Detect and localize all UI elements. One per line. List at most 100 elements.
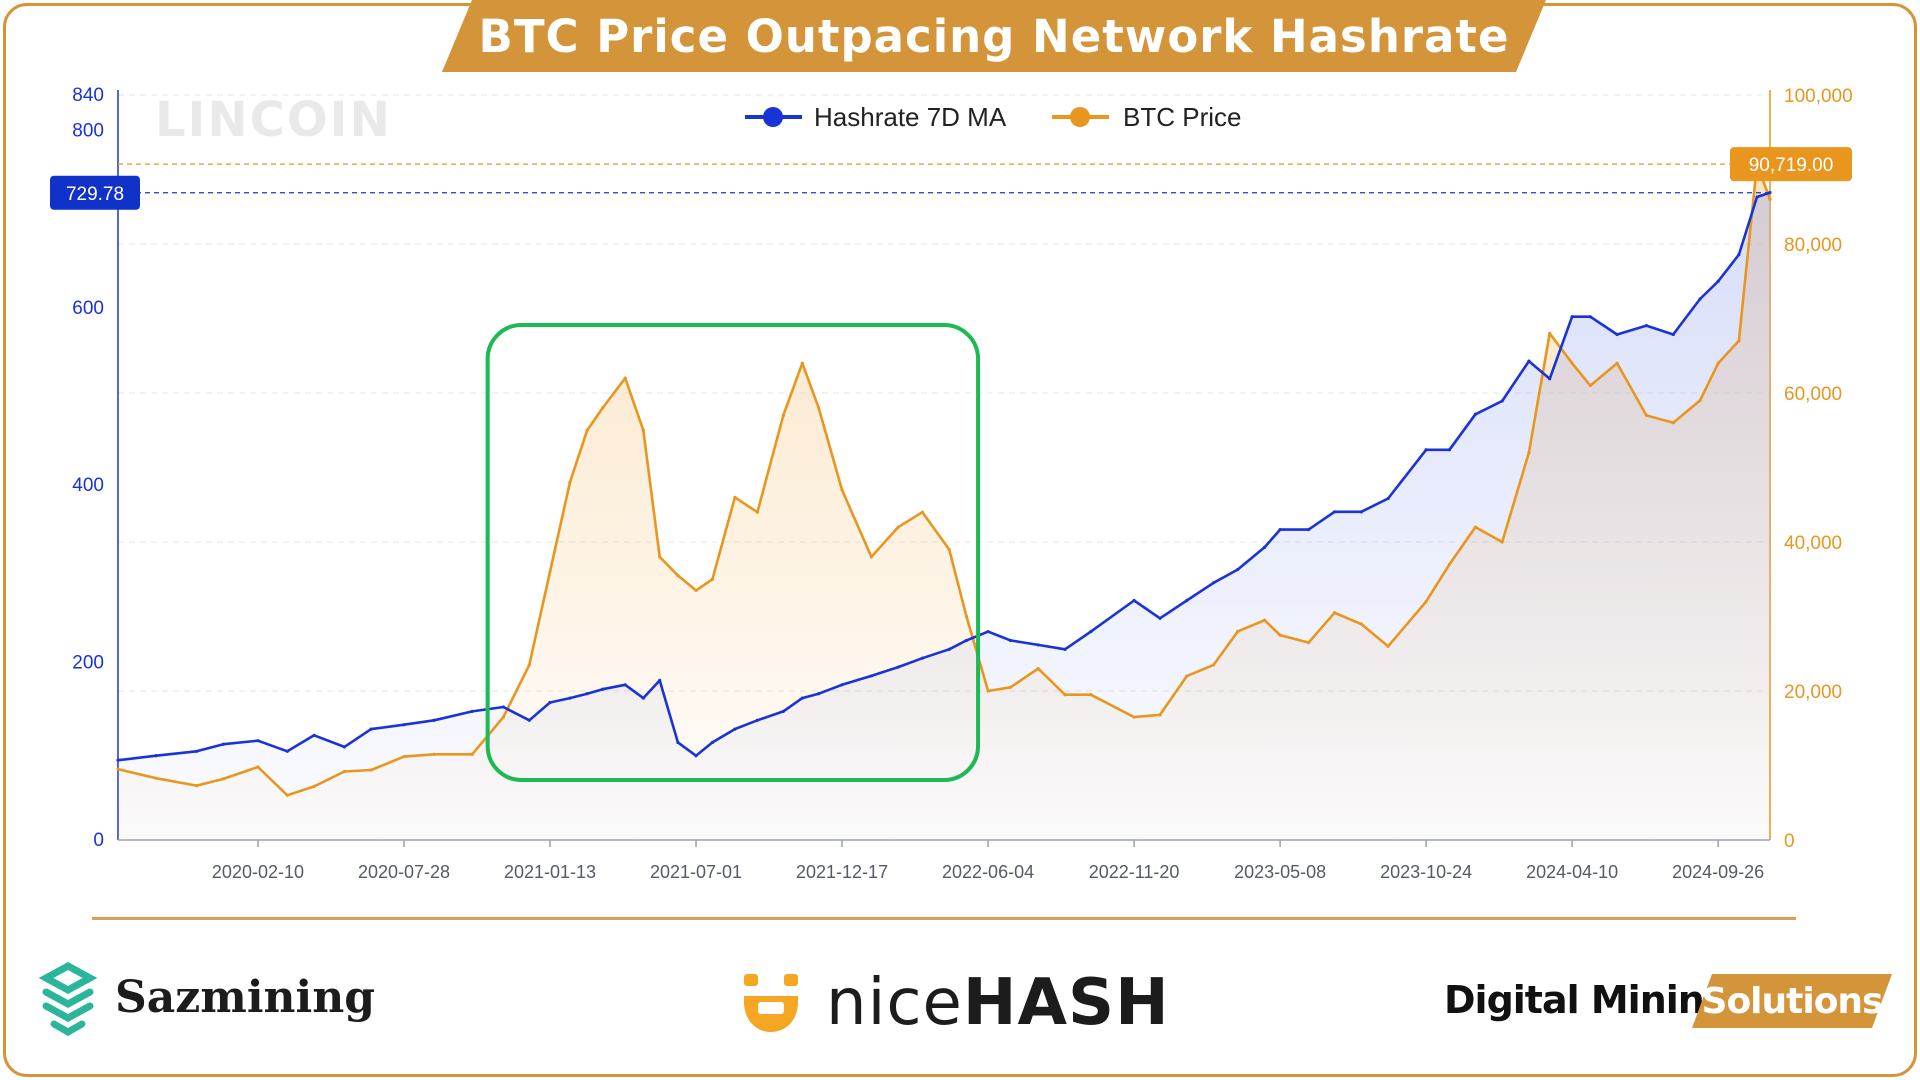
hashrate-point — [1158, 616, 1162, 620]
sazmining-logo-icon — [38, 962, 98, 1037]
btc-price-point — [947, 547, 951, 552]
hashrate-point — [195, 749, 199, 753]
btc-price-point — [1211, 663, 1216, 667]
hashrate-point — [1737, 253, 1741, 257]
btc-price-point — [800, 361, 804, 365]
nicehash-logo-text: niceHASH — [826, 966, 1170, 1040]
hashrate-point — [869, 674, 874, 678]
btc-price-point — [1447, 562, 1452, 566]
hashrate-point — [1570, 315, 1574, 319]
hashrate-point — [986, 629, 990, 634]
btc-price-point — [623, 376, 627, 380]
hashrate-point — [1424, 448, 1428, 452]
left-tick-label: 600 — [72, 298, 104, 319]
hashrate-point — [817, 692, 821, 696]
hashrate-point — [947, 647, 951, 651]
btc-price-point — [1768, 197, 1772, 201]
x-tick-label: 2020-07-28 — [358, 862, 450, 882]
btc-price-point — [1737, 339, 1741, 343]
btc-price-point — [676, 573, 680, 578]
hashrate-point — [755, 718, 759, 722]
hashrate-point — [601, 687, 605, 691]
x-tick-label: 2022-11-20 — [1089, 862, 1180, 882]
btc-price-point — [964, 614, 969, 619]
highlight-box — [485, 323, 981, 782]
hashrate-point — [585, 692, 589, 696]
btc-price-point — [1548, 331, 1552, 335]
hashrate-point — [920, 656, 924, 660]
btc-price-point — [1473, 525, 1477, 529]
hashrate-point — [1755, 195, 1759, 199]
btc-price-point — [116, 767, 120, 771]
right-tick-label: 80,000 — [1784, 235, 1842, 256]
btc-price-point — [1063, 693, 1067, 697]
right-tick-label: 100,000 — [1784, 86, 1853, 107]
hashrate-point — [800, 696, 804, 700]
btc-price-point — [527, 663, 531, 667]
btc-price-point — [1307, 640, 1311, 645]
hashrate-point — [1332, 510, 1337, 514]
x-tick-label: 2021-07-01 — [650, 862, 742, 882]
btc-price-point — [1386, 644, 1390, 648]
legend-hashrate-marker — [763, 107, 783, 127]
x-tick-label: 2020-02-10 — [212, 862, 304, 882]
btc-price-point — [342, 769, 346, 774]
hashrate-point — [1716, 279, 1720, 283]
btc-price-point — [658, 555, 662, 559]
hashrate-point — [369, 727, 373, 731]
hashrate-point — [1588, 315, 1592, 319]
btc-price-point — [568, 480, 572, 484]
btc-price-point — [1570, 361, 1574, 365]
dms-logo-text-left: Digital Mining — [1444, 978, 1731, 1022]
dms-logo-badge: Solutions — [1692, 974, 1892, 1028]
btc-price-point — [1716, 361, 1720, 365]
btc-price-point — [1424, 600, 1428, 604]
btc-price-point — [312, 784, 316, 788]
btc-price-point — [369, 768, 373, 772]
btc-price-point — [285, 793, 289, 797]
hashrate-point — [1063, 647, 1067, 651]
btc-price-point — [896, 525, 900, 529]
x-tick-label: 2021-01-13 — [504, 862, 596, 882]
hashrate-point — [1307, 527, 1311, 532]
btc-price-point — [470, 752, 474, 756]
hashrate-point — [1698, 297, 1702, 301]
hashrate-point — [964, 638, 969, 643]
btc-price-point — [755, 510, 759, 514]
left-tick-label: 200 — [72, 653, 104, 674]
btc-price-point — [585, 428, 589, 432]
hashrate-point — [116, 758, 120, 762]
hashrate-point — [312, 733, 316, 737]
btc-price-point — [256, 765, 260, 769]
dms-logo-text-right: Solutions — [1701, 980, 1884, 1022]
hashrate-point — [1132, 598, 1136, 603]
x-tick-label: 2022-06-04 — [942, 862, 1034, 882]
btc-price-point — [986, 689, 990, 693]
hashrate-point — [568, 696, 572, 700]
btc-price-point — [1359, 622, 1363, 626]
x-tick-label: 2024-04-10 — [1526, 862, 1618, 882]
btc-price-point — [1588, 383, 1592, 388]
hashrate-point — [1211, 581, 1216, 585]
btc-price-point — [1671, 421, 1675, 425]
btc-price-point — [1008, 685, 1013, 689]
btc-price-point — [710, 577, 715, 581]
hashrate-point — [1262, 545, 1267, 549]
hashrate-point — [1473, 412, 1477, 416]
x-tick-label: 2021-12-17 — [796, 862, 888, 882]
left-tick-label: 800 — [72, 120, 104, 141]
btc-price-point — [1089, 693, 1093, 697]
price-marker-badge — [1730, 147, 1852, 182]
right-tick-label: 20,000 — [1784, 682, 1842, 703]
btc-price-point — [869, 555, 874, 559]
hashrate-point — [154, 754, 158, 758]
nicehash-logo-icon — [744, 974, 798, 1032]
hashrate-point — [840, 683, 844, 687]
hashrate-point — [623, 683, 627, 687]
btc-price-point — [1036, 667, 1040, 671]
hashrate-point — [1615, 332, 1619, 337]
hashrate-point — [676, 740, 680, 745]
x-tick-label: 2023-05-08 — [1234, 862, 1326, 882]
hashrate-point — [285, 749, 289, 753]
